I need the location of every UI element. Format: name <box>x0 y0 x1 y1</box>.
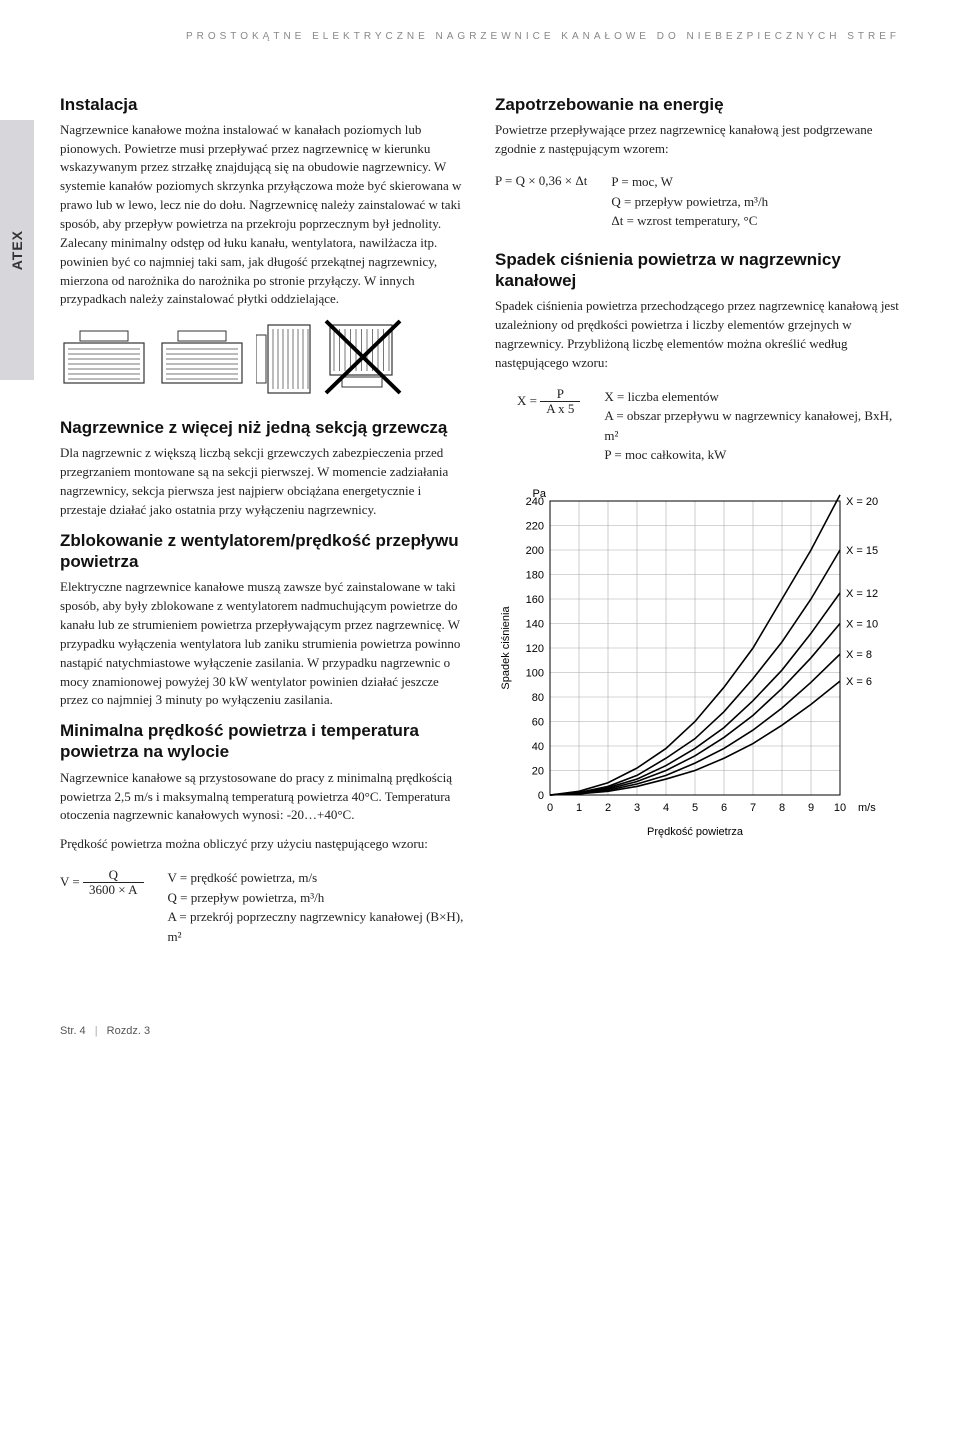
formula-v: V = Q 3600 × A <box>60 868 144 898</box>
svg-text:140: 140 <box>526 618 544 630</box>
formula-x-den: A x 5 <box>540 401 580 416</box>
svg-text:0: 0 <box>547 802 553 814</box>
svg-text:X = 20: X = 20 <box>846 496 878 508</box>
para-zblok: Elektryczne nagrzewnice kanałowe muszą z… <box>60 578 465 710</box>
formula-p: P = Q × 0,36 × Δt <box>495 172 587 191</box>
formula-p-legend-2: Q = przepływ powietrza, m³/h <box>611 192 768 212</box>
chart-svg: Pa02040608010012014016018020022024001234… <box>495 483 895 843</box>
svg-text:7: 7 <box>750 802 756 814</box>
svg-text:X = 6: X = 6 <box>846 676 872 688</box>
heading-instalacja: Instalacja <box>60 94 465 115</box>
svg-text:2: 2 <box>605 802 611 814</box>
formula-x-legend-2: A = obszar przepływu w nagrzewnicy kanał… <box>604 406 900 445</box>
svg-text:X = 10: X = 10 <box>846 618 878 630</box>
svg-text:5: 5 <box>692 802 698 814</box>
svg-text:160: 160 <box>526 594 544 606</box>
formula-v-legend: V = prędkość powietrza, m/s Q = przepływ… <box>168 868 465 946</box>
svg-text:4: 4 <box>663 802 669 814</box>
svg-text:Prędkość powietrza: Prędkość powietrza <box>647 826 744 838</box>
diagram-horizontal-left <box>60 329 148 389</box>
svg-text:120: 120 <box>526 643 544 655</box>
formula-v-legend-2: Q = przepływ powietrza, m³/h <box>168 888 465 908</box>
svg-text:X = 12: X = 12 <box>846 588 878 600</box>
page-footer: Str. 4 | Rozdz. 3 <box>60 1024 900 1040</box>
side-tab-atex: ATEX <box>0 120 34 380</box>
svg-text:40: 40 <box>532 741 544 753</box>
para-spadek: Spadek ciśnienia powietrza przechodząceg… <box>495 297 900 372</box>
diagram-vertical <box>256 319 314 399</box>
svg-text:1: 1 <box>576 802 582 814</box>
formula-v-legend-3: A = przekrój poprzeczny nagrzewnicy kana… <box>168 907 465 946</box>
formula-v-den: 3600 × A <box>83 882 144 897</box>
svg-text:X = 8: X = 8 <box>846 649 872 661</box>
heading-zap: Zapotrzebowanie na energię <box>495 94 900 115</box>
footer-sep: | <box>95 1025 98 1037</box>
footer-chapter: Rozdz. 3 <box>107 1025 150 1037</box>
heading-spadek: Spadek ciśnienia powietrza w nagrzewnicy… <box>495 249 900 292</box>
formula-v-lhs: V = <box>60 874 80 889</box>
svg-text:220: 220 <box>526 520 544 532</box>
svg-text:180: 180 <box>526 569 544 581</box>
svg-text:240: 240 <box>526 496 544 508</box>
svg-text:20: 20 <box>532 765 544 777</box>
svg-text:m/s: m/s <box>858 802 876 814</box>
formula-v-num: Q <box>83 868 144 882</box>
formula-x-num: P <box>540 387 580 401</box>
pressure-drop-chart: Pa02040608010012014016018020022024001234… <box>495 483 900 849</box>
svg-text:0: 0 <box>538 790 544 802</box>
formula-p-legend-1: P = moc, W <box>611 172 768 192</box>
svg-text:3: 3 <box>634 802 640 814</box>
svg-text:200: 200 <box>526 545 544 557</box>
footer-page: Str. 4 <box>60 1025 86 1037</box>
install-diagrams <box>60 319 465 399</box>
svg-text:60: 60 <box>532 716 544 728</box>
svg-text:10: 10 <box>834 802 846 814</box>
svg-text:100: 100 <box>526 667 544 679</box>
diagram-horizontal-right <box>158 329 246 389</box>
para-zap: Powietrze przepływające przez nagrzewnic… <box>495 121 900 159</box>
formula-x-legend: X = liczba elementów A = obszar przepływ… <box>604 387 900 465</box>
heading-min: Minimalna prędkość powietrza i temperatu… <box>60 720 465 763</box>
right-column: Zapotrzebowanie na energię Powietrze prz… <box>495 90 900 965</box>
side-tab-label: ATEX <box>7 230 27 270</box>
svg-text:8: 8 <box>779 802 785 814</box>
formula-p-legend-3: Δt = wzrost temperatury, °C <box>611 211 768 231</box>
formula-x-legend-3: P = moc całkowita, kW <box>604 445 900 465</box>
formula-v-legend-1: V = prędkość powietrza, m/s <box>168 868 465 888</box>
heading-sekcje: Nagrzewnice z więcej niż jedną sekcją gr… <box>60 417 465 438</box>
formula-x-legend-1: X = liczba elementów <box>604 387 900 407</box>
para-sekcje: Dla nagrzewnic z większą liczbą sekcji g… <box>60 444 465 519</box>
formula-p-row: P = Q × 0,36 × Δt P = moc, W Q = przepły… <box>495 172 900 231</box>
svg-text:X = 15: X = 15 <box>846 545 878 557</box>
svg-text:6: 6 <box>721 802 727 814</box>
para-min: Nagrzewnice kanałowe są przystosowane do… <box>60 769 465 826</box>
formula-v-row: V = Q 3600 × A V = prędkość powietrza, m… <box>60 868 465 946</box>
para-instalacja: Nagrzewnice kanałowe można instalować w … <box>60 121 465 309</box>
formula-x-row: X = P A x 5 X = liczba elementów A = obs… <box>495 387 900 465</box>
page-header: PROSTOKĄTNE ELEKTRYCZNE NAGRZEWNICE KANA… <box>60 30 900 45</box>
formula-p-legend: P = moc, W Q = przepływ powietrza, m³/h … <box>611 172 768 231</box>
para-formula-intro: Prędkość powietrza można obliczyć przy u… <box>60 835 465 854</box>
formula-x: X = P A x 5 <box>495 387 580 417</box>
heading-zblok: Zblokowanie z wentylatorem/prędkość prze… <box>60 530 465 573</box>
svg-text:80: 80 <box>532 692 544 704</box>
svg-text:9: 9 <box>808 802 814 814</box>
formula-x-lhs: X = <box>517 393 537 408</box>
svg-text:Spadek ciśnienia: Spadek ciśnienia <box>500 605 512 689</box>
diagram-downward-forbidden <box>324 319 402 399</box>
left-column: Instalacja Nagrzewnice kanałowe można in… <box>60 90 465 965</box>
